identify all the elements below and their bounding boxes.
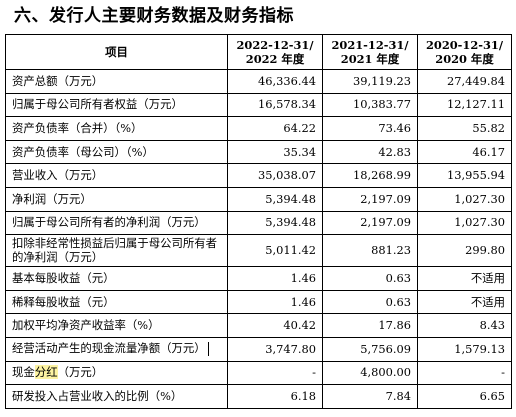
header-2020-year: 2020 年度 bbox=[435, 52, 494, 66]
header-2022-year: 2022 年度 bbox=[245, 52, 305, 66]
cell-2021: 39,119.23 bbox=[322, 69, 418, 94]
table-row: 资产总额（万元） 46,336.44 39,119.23 27,449.84 bbox=[5, 69, 512, 94]
table-row: 归属于母公司所有者的净利润（万元） 5,394.48 2,197.09 1,02… bbox=[5, 210, 512, 236]
cell-2022: 46,336.44 bbox=[227, 69, 323, 94]
cell-2022: 6.18 bbox=[227, 384, 323, 409]
table-header-row: 项目 2022-12-31/ 2022 年度 2021-12-31/ 2021 … bbox=[5, 34, 512, 70]
header-2022-date: 2022-12-31/ bbox=[236, 38, 314, 52]
cell-2020: 6.65 bbox=[417, 384, 512, 409]
cell-2020: 27,449.84 bbox=[417, 69, 512, 94]
cell-2021: 18,268.99 bbox=[322, 163, 418, 188]
cell-2021: 42.83 bbox=[322, 139, 418, 165]
table-row: 加权平均净资产收益率（%） 40.42 17.86 8.43 bbox=[5, 313, 512, 338]
cell-2020: 1,027.30 bbox=[417, 210, 512, 236]
row-label: 基本每股收益（元） bbox=[5, 266, 228, 291]
cell-2022: 16,578.34 bbox=[227, 92, 323, 118]
cell-2020: 299.80 bbox=[417, 234, 512, 268]
cell-2021: 17.86 bbox=[322, 313, 418, 338]
cell-2020: 55.82 bbox=[417, 116, 512, 141]
row-label: 资产负债率（合并）（%） bbox=[5, 116, 228, 141]
cell-2022: 1.46 bbox=[227, 266, 323, 291]
table-row: 研发投入占营业收入的比例（%） 6.18 7.84 6.65 bbox=[5, 384, 512, 409]
cell-2021: 73.46 bbox=[322, 116, 418, 141]
cell-2021: 10,383.77 bbox=[322, 92, 418, 118]
row-label: 研发投入占营业收入的比例（%） bbox=[5, 384, 228, 409]
cell-2021: 2,197.09 bbox=[322, 186, 418, 212]
row-label: 扣除非经常性损益后归属于母公司所有者的净利润（万元） bbox=[5, 234, 228, 268]
cell-2021: 2,197.09 bbox=[322, 210, 418, 236]
cell-2021: 7.84 bbox=[322, 384, 418, 409]
cell-2021: 5,756.09 bbox=[322, 336, 418, 362]
cell-2020: 不适用 bbox=[417, 289, 512, 315]
table-row: 经营活动产生的现金流量净额（万元） 3,747.80 5,756.09 1,57… bbox=[5, 336, 512, 362]
table-row: 稀释每股收益（元） 1.46 0.63 不适用 bbox=[5, 289, 512, 315]
row-label: 归属于母公司所有者的净利润（万元） bbox=[5, 210, 228, 236]
row-label-text: 经营活动产生的现金流量净额（万元） bbox=[12, 341, 206, 356]
row-label: 归属于母公司所有者权益（万元） bbox=[5, 92, 228, 118]
cell-2022: 40.42 bbox=[227, 313, 323, 338]
cell-2020: 不适用 bbox=[417, 266, 512, 291]
table-row: 扣除非经常性损益后归属于母公司所有者的净利润（万元） 5,011.42 881.… bbox=[5, 234, 512, 268]
row-label: 经营活动产生的现金流量净额（万元） bbox=[5, 336, 228, 362]
header-2021: 2021-12-31/ 2021 年度 bbox=[322, 34, 418, 70]
cell-2022: 3,747.80 bbox=[227, 336, 323, 362]
cell-2022: 5,394.48 bbox=[227, 186, 323, 212]
cell-2021: 0.63 bbox=[322, 289, 418, 315]
cell-2020: - bbox=[417, 360, 512, 386]
header-2022: 2022-12-31/ 2022 年度 bbox=[227, 34, 323, 70]
table-row: 归属于母公司所有者权益（万元） 16,578.34 10,383.77 12,1… bbox=[5, 92, 512, 118]
table-row: 资产负债率（合并）（%） 64.22 73.46 55.82 bbox=[5, 116, 512, 141]
header-item: 项目 bbox=[5, 34, 228, 70]
row-label: 资产总额（万元） bbox=[5, 69, 228, 94]
cell-2022: 1.46 bbox=[227, 289, 323, 315]
cursor-bar bbox=[207, 342, 209, 357]
row-label-suffix: （万元） bbox=[57, 365, 104, 380]
header-2021-year: 2021 年度 bbox=[340, 52, 400, 66]
cell-2020: 13,955.94 bbox=[417, 163, 512, 188]
financial-data-table: 项目 2022-12-31/ 2022 年度 2021-12-31/ 2021 … bbox=[5, 34, 512, 409]
cell-2022: - bbox=[227, 360, 323, 386]
cell-2022: 35.34 bbox=[227, 139, 323, 165]
table-row: 资产负债率（母公司）（%） 35.34 42.83 46.17 bbox=[5, 139, 512, 165]
row-label: 营业收入（万元） bbox=[5, 163, 228, 188]
header-2020: 2020-12-31/ 2020 年度 bbox=[417, 34, 512, 70]
cell-2021: 4,800.00 bbox=[322, 360, 418, 386]
cell-2022: 64.22 bbox=[227, 116, 323, 141]
row-label-prefix: 现金 bbox=[12, 365, 35, 380]
table-row: 营业收入（万元） 35,038.07 18,268.99 13,955.94 bbox=[5, 163, 512, 188]
table-row: 净利润（万元） 5,394.48 2,197.09 1,027.30 bbox=[5, 186, 512, 212]
cell-2020: 8.43 bbox=[417, 313, 512, 338]
cell-2022: 5,011.42 bbox=[227, 234, 323, 268]
cell-2022: 5,394.48 bbox=[227, 210, 323, 236]
header-2021-date: 2021-12-31/ bbox=[331, 38, 409, 52]
table-row: 基本每股收益（元） 1.46 0.63 不适用 bbox=[5, 266, 512, 291]
header-2020-date: 2020-12-31/ bbox=[425, 38, 504, 52]
cell-2020: 12,127.11 bbox=[417, 92, 512, 118]
cell-2020: 1,027.30 bbox=[417, 186, 512, 212]
section-title: 六、发行人主要财务数据及财务指标 bbox=[14, 6, 294, 26]
highlighted-term: 分红 bbox=[34, 365, 58, 380]
row-label: 现金分红（万元） bbox=[5, 360, 228, 386]
row-label: 加权平均净资产收益率（%） bbox=[5, 313, 228, 338]
row-label: 资产负债率（母公司）（%） bbox=[5, 139, 228, 165]
table-row: 现金分红（万元） - 4,800.00 - bbox=[5, 360, 512, 386]
cell-2020: 1,579.13 bbox=[417, 336, 512, 362]
row-label: 稀释每股收益（元） bbox=[5, 289, 228, 315]
row-label: 净利润（万元） bbox=[5, 186, 228, 212]
cell-2021: 0.63 bbox=[322, 266, 418, 291]
cell-2021: 881.23 bbox=[322, 234, 418, 268]
cell-2022: 35,038.07 bbox=[227, 163, 323, 188]
cell-2020: 46.17 bbox=[417, 139, 512, 165]
